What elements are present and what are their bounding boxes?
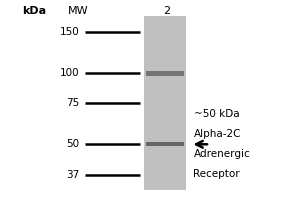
Text: 37: 37 [66, 170, 80, 180]
Text: 50: 50 [66, 139, 80, 149]
Text: 100: 100 [60, 68, 80, 78]
Text: Receptor: Receptor [194, 169, 240, 179]
Text: Alpha-2C: Alpha-2C [194, 129, 241, 139]
Text: Adrenergic: Adrenergic [194, 149, 250, 159]
Text: 150: 150 [60, 27, 80, 37]
Text: 2: 2 [163, 6, 170, 16]
Text: 75: 75 [66, 98, 80, 108]
Bar [146, 71, 184, 76]
Bar [146, 142, 184, 146]
Text: MW: MW [68, 6, 88, 16]
Text: kDa: kDa [22, 6, 46, 16]
Text: ~50 kDa: ~50 kDa [194, 109, 239, 119]
